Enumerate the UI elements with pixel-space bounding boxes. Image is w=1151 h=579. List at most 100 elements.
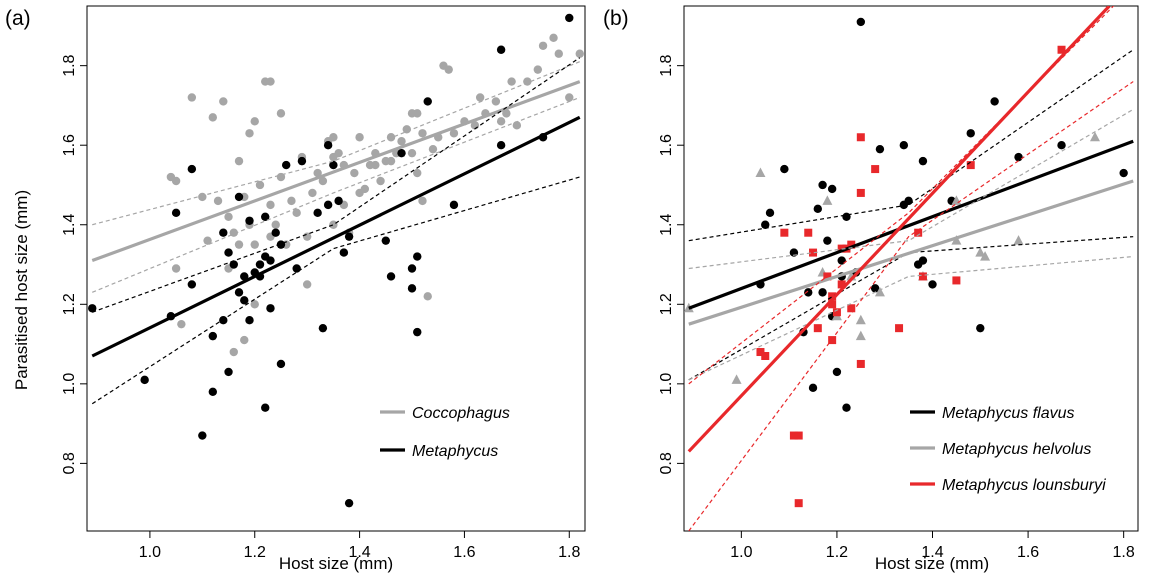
panel-a-fit-line-coccophagus bbox=[91, 80, 581, 263]
panel-a-point-metaphycus bbox=[198, 431, 207, 440]
panel-a-point-metaphycus bbox=[88, 304, 97, 313]
panel-a-point-coccophagus bbox=[402, 125, 411, 134]
panel-b-point-metaphycus-lounsburyi bbox=[856, 133, 865, 142]
panel-b-point-metaphycus-flavus bbox=[1119, 168, 1128, 178]
panel-a-y-tick-label: 1.8 bbox=[61, 54, 78, 76]
panel-b-y-tick-label: 1.6 bbox=[658, 134, 675, 156]
panel-b-point-metaphycus-helvolus bbox=[731, 374, 742, 384]
panel-a-point-metaphycus bbox=[292, 264, 301, 273]
panel-b-point-metaphycus-helvolus bbox=[822, 195, 833, 205]
panel-a-point-metaphycus bbox=[386, 272, 396, 281]
panel-b-point-metaphycus-flavus bbox=[818, 288, 827, 297]
panel-a-point-metaphycus bbox=[339, 248, 349, 257]
panel-a-point-coccophagus bbox=[329, 133, 338, 142]
panel-b-point-metaphycus-flavus bbox=[899, 141, 909, 150]
panel-a-point-coccophagus bbox=[318, 176, 328, 186]
panel-b-point-metaphycus-flavus bbox=[813, 204, 823, 214]
panel-b-y-tick-label: 1.4 bbox=[658, 214, 675, 236]
panel-b-point-metaphycus-helvolus bbox=[980, 251, 991, 261]
panel-a-point-metaphycus bbox=[208, 387, 218, 396]
panel-a-point-metaphycus bbox=[496, 45, 506, 54]
panel-a-point-coccophagus bbox=[234, 156, 244, 166]
panel-b-ci-lower-metaphycus-flavus bbox=[688, 236, 1134, 381]
panel-a-point-coccophagus bbox=[376, 176, 385, 186]
panel-b-point-metaphycus-flavus bbox=[976, 323, 985, 333]
panel-a-point-coccophagus bbox=[250, 117, 259, 126]
panel-a-point-coccophagus bbox=[229, 347, 238, 357]
panel-a-point-coccophagus bbox=[219, 97, 228, 106]
panel-a-point-coccophagus bbox=[208, 113, 218, 122]
panel-a-point-metaphycus bbox=[171, 208, 181, 218]
panel-b-point-metaphycus-lounsburyi bbox=[914, 228, 923, 237]
panel-b-point-metaphycus-flavus bbox=[804, 288, 813, 297]
panel-a-point-coccophagus bbox=[177, 319, 186, 329]
panel-b-ci-lower-metaphycus-lounsburyi bbox=[688, 81, 1134, 531]
panel-a-point-coccophagus bbox=[407, 148, 417, 158]
panel-a-point-coccophagus bbox=[496, 117, 506, 126]
panel-a-point-coccophagus bbox=[444, 65, 453, 74]
panel-a-point-coccophagus bbox=[549, 33, 558, 43]
panel-b-point-metaphycus-lounsburyi bbox=[856, 188, 865, 197]
panel-b-y-tick-label: 1.0 bbox=[658, 373, 675, 395]
panel-a-x-tick-label: 1.6 bbox=[453, 544, 475, 561]
panel-b-point-metaphycus-flavus bbox=[780, 164, 789, 174]
panel-b-fit-line-metaphycus-flavus bbox=[688, 139, 1134, 310]
panel-a-point-metaphycus bbox=[224, 367, 233, 377]
panel-a-point-metaphycus bbox=[407, 284, 417, 293]
panel-b-point-metaphycus-flavus bbox=[842, 212, 851, 221]
panel-a-point-coccophagus bbox=[533, 65, 543, 74]
panel-a-point-metaphycus bbox=[496, 141, 506, 150]
panel-a-point-metaphycus bbox=[219, 316, 228, 325]
panel-a-point-metaphycus bbox=[224, 248, 233, 257]
panel-b-point-metaphycus-flavus bbox=[827, 184, 837, 194]
panel-b-tag: (b) bbox=[603, 7, 629, 30]
panel-a-point-metaphycus bbox=[261, 212, 270, 221]
panel-a-point-coccophagus bbox=[329, 220, 338, 229]
panel-a-point-metaphycus bbox=[397, 148, 406, 158]
panel-b-fit-line-metaphycus-lounsburyi bbox=[687, 6, 1111, 453]
panel-b-point-metaphycus-lounsburyi bbox=[756, 348, 765, 357]
panel-a-point-coccophagus bbox=[266, 200, 275, 210]
panel-b-plot-frame bbox=[683, 5, 1139, 532]
panel-a-point-coccophagus bbox=[413, 168, 422, 178]
panel-a-legend-label-coccophagus: Coccophagus bbox=[412, 405, 510, 422]
panel-a: (a) Parasitised host size (mm) Host size… bbox=[5, 5, 586, 573]
panel-b-point-metaphycus-lounsburyi bbox=[837, 280, 846, 289]
panel-a-point-metaphycus bbox=[323, 141, 333, 150]
panel-a-point-coccophagus bbox=[203, 236, 212, 245]
panel-b-point-metaphycus-helvolus bbox=[874, 286, 885, 297]
panel-b-point-metaphycus-flavus bbox=[904, 196, 913, 206]
panel-a-point-coccophagus bbox=[255, 180, 265, 190]
panel-b-legend-label-metaphycus-lounsburyi: Metaphycus lounsburyi bbox=[942, 477, 1106, 494]
panel-a-point-metaphycus bbox=[229, 260, 238, 269]
panel-a-point-coccophagus bbox=[371, 160, 380, 170]
panel-b-point-metaphycus-lounsburyi bbox=[828, 300, 837, 309]
panel-b-point-metaphycus-flavus bbox=[823, 236, 832, 245]
panel-a-point-coccophagus bbox=[350, 168, 359, 178]
panel-a-tag: (a) bbox=[5, 7, 31, 30]
panel-a-point-coccophagus bbox=[502, 109, 511, 118]
panel-a-point-metaphycus bbox=[234, 288, 244, 297]
panel-b-point-metaphycus-flavus bbox=[875, 144, 885, 154]
panel-a-point-coccophagus bbox=[292, 208, 301, 218]
panel-a-point-metaphycus bbox=[276, 359, 286, 369]
panel-a-point-coccophagus bbox=[198, 192, 207, 202]
panel-a-point-metaphycus bbox=[318, 323, 328, 333]
panel-b: (b) Host size (mm) 1.0 1.2 1.4 1.6 1.8 0.8 1.0… bbox=[603, 5, 1139, 573]
panel-b-fit-line-metaphycus-helvolus bbox=[688, 179, 1134, 326]
panel-a-point-coccophagus bbox=[355, 133, 364, 142]
panel-a-point-metaphycus bbox=[344, 232, 354, 241]
panel-a-point-coccophagus bbox=[171, 264, 181, 273]
panel-a-point-metaphycus bbox=[219, 228, 228, 237]
panel-b-point-metaphycus-lounsburyi bbox=[832, 308, 841, 317]
panel-a-point-metaphycus bbox=[413, 327, 422, 337]
panel-b-point-metaphycus-flavus bbox=[1057, 141, 1066, 150]
panel-a-point-coccophagus bbox=[413, 109, 422, 118]
panel-a-point-coccophagus bbox=[475, 93, 485, 102]
panel-b-point-metaphycus-lounsburyi bbox=[761, 352, 770, 360]
panel-a-y-tick-label: 1.0 bbox=[61, 373, 78, 395]
panel-a-point-metaphycus bbox=[344, 498, 354, 508]
panel-a-point-coccophagus bbox=[507, 77, 516, 86]
panel-a-point-coccophagus bbox=[491, 97, 501, 106]
panel-b-ci-upper-metaphycus-lounsburyi bbox=[688, 6, 1115, 385]
